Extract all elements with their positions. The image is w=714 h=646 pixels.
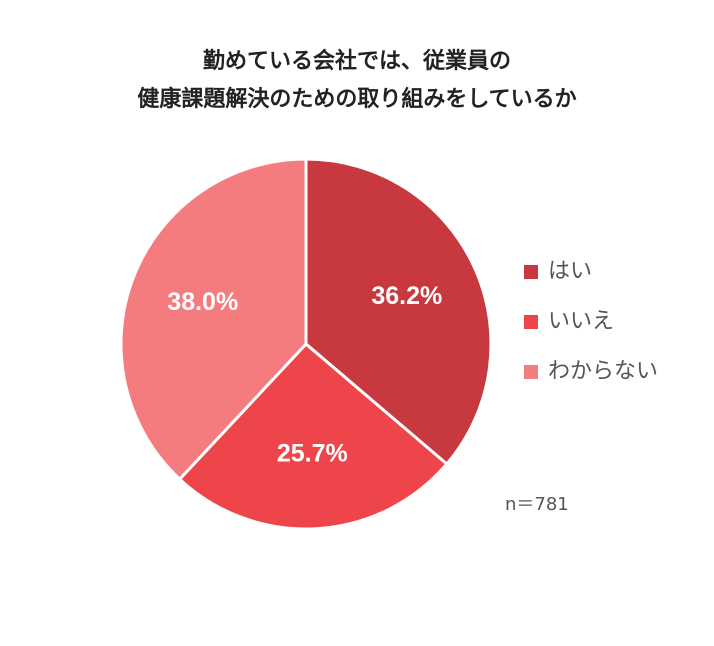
- value-label: 36.2%: [371, 282, 442, 310]
- legend-label: いいえ: [548, 309, 614, 334]
- chart-title: 勤めている会社では、従業員の: [203, 48, 511, 74]
- legend-swatch: [524, 315, 538, 329]
- pie-slice: [119, 157, 308, 482]
- pie-slice: [304, 157, 493, 467]
- legend-swatch: [524, 265, 538, 279]
- value-label: 38.0%: [167, 288, 238, 316]
- pie-slice: [177, 341, 449, 531]
- legend-label: はい: [548, 259, 592, 284]
- legend-label: わからない: [548, 359, 658, 384]
- value-label: 25.7%: [277, 439, 348, 467]
- legend-swatch: [524, 365, 538, 379]
- note: n＝781: [505, 494, 569, 515]
- chart-title: 健康課題解決のための取り組みをしているか: [137, 86, 576, 112]
